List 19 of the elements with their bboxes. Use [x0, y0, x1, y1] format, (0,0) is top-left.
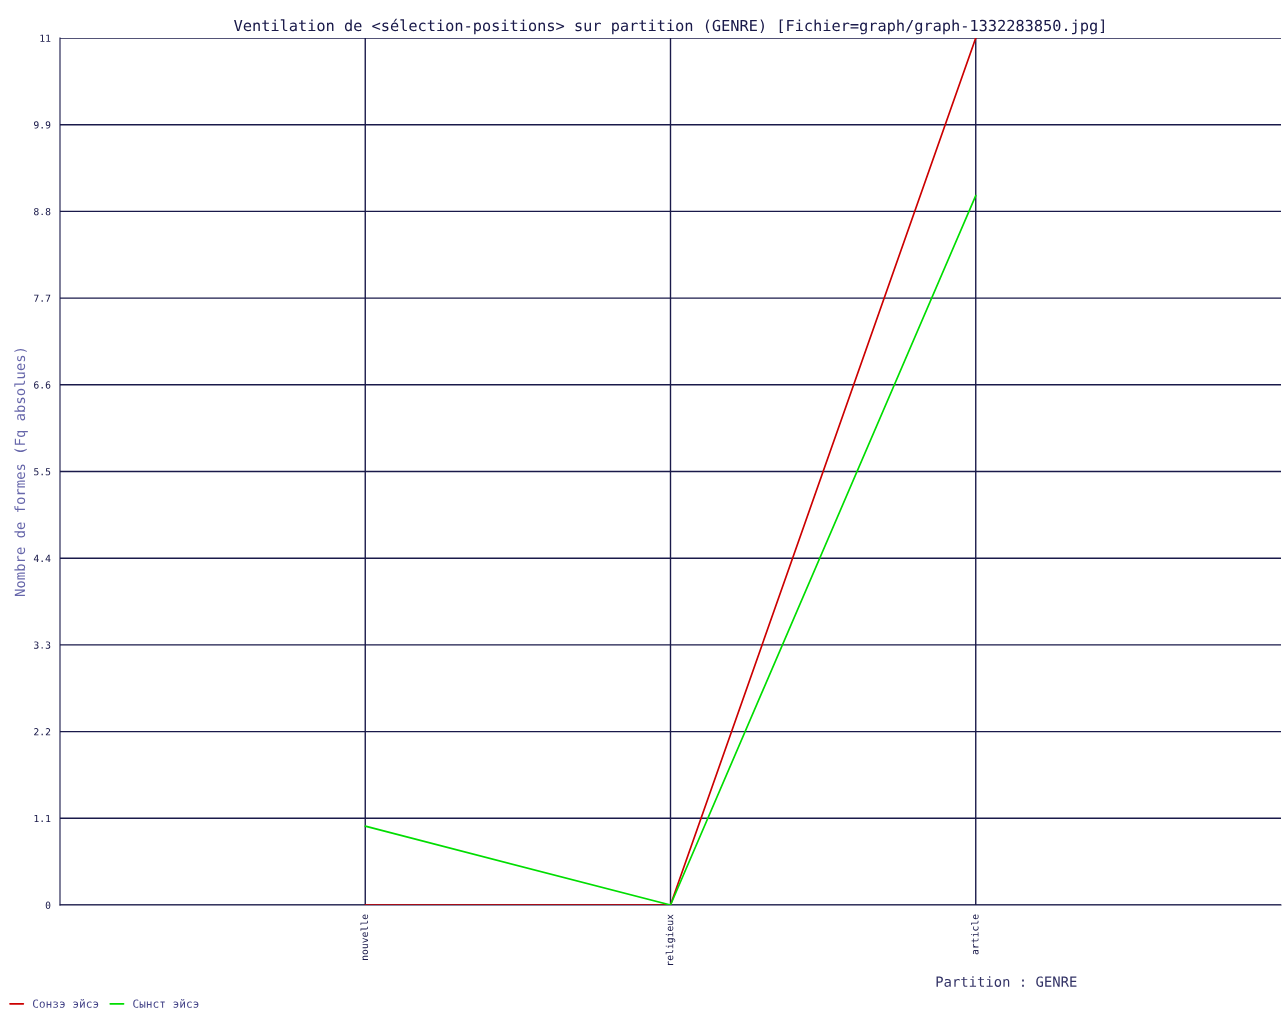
y-tick-label: 11 — [40, 34, 51, 42]
y-tick-label: 5.5 — [34, 468, 51, 476]
legend-label: Сонзэ эйсэ — [32, 998, 99, 1008]
chart-title: Ventilation de <sélection-positions> sur partition (GENRE) [Fichier=graph/graph-1332283850.jpg] — [234, 18, 1104, 35]
y-tick-label: 9.9 — [34, 121, 51, 129]
y-tick-label: 6.6 — [34, 381, 51, 389]
legend-label: Сынст эйсэ — [133, 998, 199, 1008]
y-tick-label: 3.3 — [34, 641, 51, 649]
y-axis-title: Nombre de formes (Fq absolues) — [14, 348, 28, 596]
x-tick-label: nouvelle — [360, 914, 369, 960]
y-tick-label: 0 — [45, 901, 51, 909]
y-tick-label: 8.8 — [34, 207, 51, 216]
x-tick-label: article — [971, 914, 979, 955]
y-tick-label: 7.7 — [34, 294, 51, 302]
x-tick-label: religieux — [665, 914, 676, 965]
y-tick-label: 2.2 — [34, 728, 51, 736]
y-tick-label: 1.1 — [34, 814, 51, 823]
x-axis-title: Partition : GENRE — [936, 976, 1077, 987]
y-tick-label: 4.4 — [33, 554, 51, 562]
